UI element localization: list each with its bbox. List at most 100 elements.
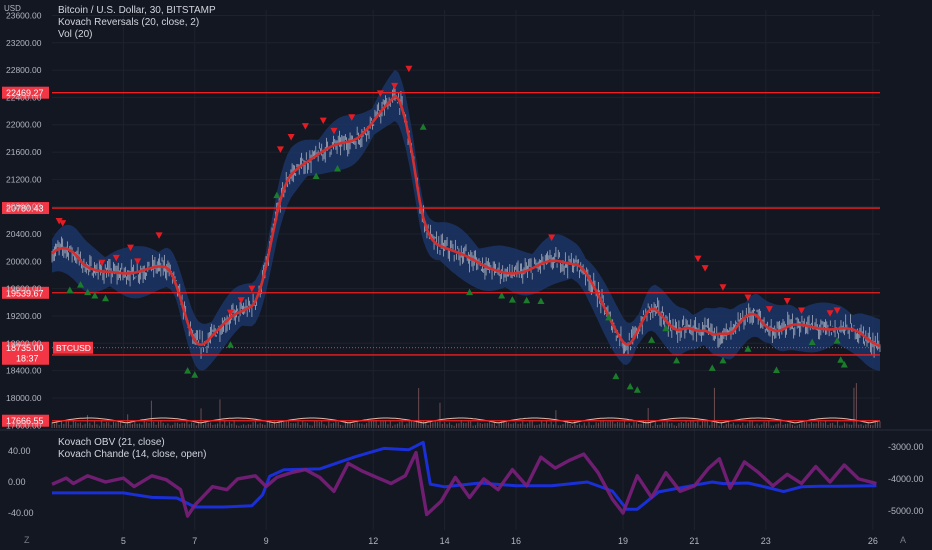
sell-marker [348,114,356,121]
indicator-volume[interactable]: Vol (20) [58,29,93,40]
price-tick-label: 23600.00 [6,10,42,20]
oscillator-pane [51,440,877,518]
indicator-kovach-chande[interactable]: Kovach Chande (14, close, open) [58,449,207,460]
symbol-tag [53,341,93,354]
sell-marker [376,90,384,97]
sell-marker [319,117,327,125]
price-tick-label: 18000.00 [6,393,42,403]
countdown-label: 18:37 [16,354,39,364]
date-tick-label: 5 [121,536,126,546]
buy-marker [673,356,681,364]
buy-marker [466,288,474,296]
sell-marker [548,234,556,241]
sell-marker [694,255,702,263]
sell-marker [330,127,338,135]
sell-marker [391,82,399,90]
buy-marker [523,296,531,304]
buy-marker [612,372,620,380]
obv-tick-label: -4000.00 [888,474,924,484]
sell-marker [112,254,120,262]
level-tag [2,86,49,99]
sell-marker [405,65,413,73]
kovach-line [51,95,881,348]
sell-marker [276,146,284,153]
sell-marker [127,244,135,252]
buy-marker [312,172,320,179]
level-tag [2,286,49,299]
buy-marker [77,281,85,288]
buy-marker [91,291,99,299]
level-label: 20780.43 [6,204,44,214]
buy-marker [226,341,234,348]
level-label: 22469.27 [6,88,44,98]
sell-marker [55,218,63,225]
price-tick-label: 18400.00 [6,366,42,376]
price-tick-label: 19200.00 [6,311,42,321]
price-tick-label: 22800.00 [6,65,42,75]
level-tag [2,414,49,427]
price-tick-label: 21600.00 [6,147,42,157]
buy-marker [808,338,816,345]
sell-marker [765,306,773,313]
horizontal-levels[interactable]: 22469.2720780.4319539.6718629.5417666.55… [2,86,880,427]
sell-marker [744,294,752,302]
buy-marker [626,382,634,390]
date-tick-label: 21 [689,536,699,546]
sell-marker [59,220,67,227]
axes: 23600.00 23200.00 22800.00 22400.00 22000.00… [6,10,924,546]
buy-marker [662,324,670,332]
buy-marker [84,288,92,296]
buy-marker [334,164,342,172]
price-tick-label: 17600.00 [6,420,42,430]
date-tick-label: 9 [264,536,269,546]
buy-marker [708,364,716,371]
buy-marker [719,356,727,364]
sell-marker [287,134,295,141]
buy-marker [184,367,192,374]
sell-marker [155,232,163,239]
price-tick-label: 22000.00 [6,120,42,130]
buy-marker [66,286,74,294]
chande-line [51,450,877,518]
timezone-icon[interactable]: Z [24,535,30,545]
buy-marker [498,291,506,299]
sell-marker [783,297,791,305]
price-tick-label: 20000.00 [6,256,42,266]
date-tick-label: 7 [192,536,197,546]
sell-marker [719,284,727,291]
sell-marker [833,307,841,315]
sell-marker [248,285,256,293]
buy-marker [837,356,845,363]
buy-marker [744,345,752,352]
price-tick-label: 20800.00 [6,202,42,212]
buy-marker [191,371,199,378]
buy-marker [605,313,613,321]
symbol-title[interactable]: Bitcoin / U.S. Dollar, 30, BITSTAMP [58,5,216,16]
sell-marker [98,259,106,267]
level-tag [2,202,49,215]
symbol-tag-label: BTCUSD [56,343,91,353]
indicator-kovach-reversals[interactable]: Kovach Reversals (20, close, 2) [58,17,200,28]
auto-scale-icon[interactable]: A [900,535,907,545]
indicator-kovach-obv[interactable]: Kovach OBV (21, close) [58,437,165,448]
buy-marker [648,336,656,343]
reversal-markers [55,65,848,393]
last-price-label: 18735.00 [6,343,44,353]
sell-marker [237,297,245,304]
price-tick-label: 22400.00 [6,92,42,102]
level-label: 19539.67 [6,288,44,298]
obv-tick-label: -3000.00 [888,442,924,452]
buy-marker [419,123,427,130]
sell-marker [826,310,834,317]
sell-marker [134,258,142,265]
price-tick-label: 20400.00 [6,229,42,239]
chande-tick-label: 40.00 [8,446,31,456]
price-tick-label: 23200.00 [6,38,42,48]
buy-marker [773,366,780,373]
price-tick-label: 19600.00 [6,284,42,294]
date-tick-label: 12 [368,536,378,546]
date-tick-label: 26 [868,536,878,546]
kovach-line-path [51,95,881,348]
date-tick-label: 23 [761,536,771,546]
